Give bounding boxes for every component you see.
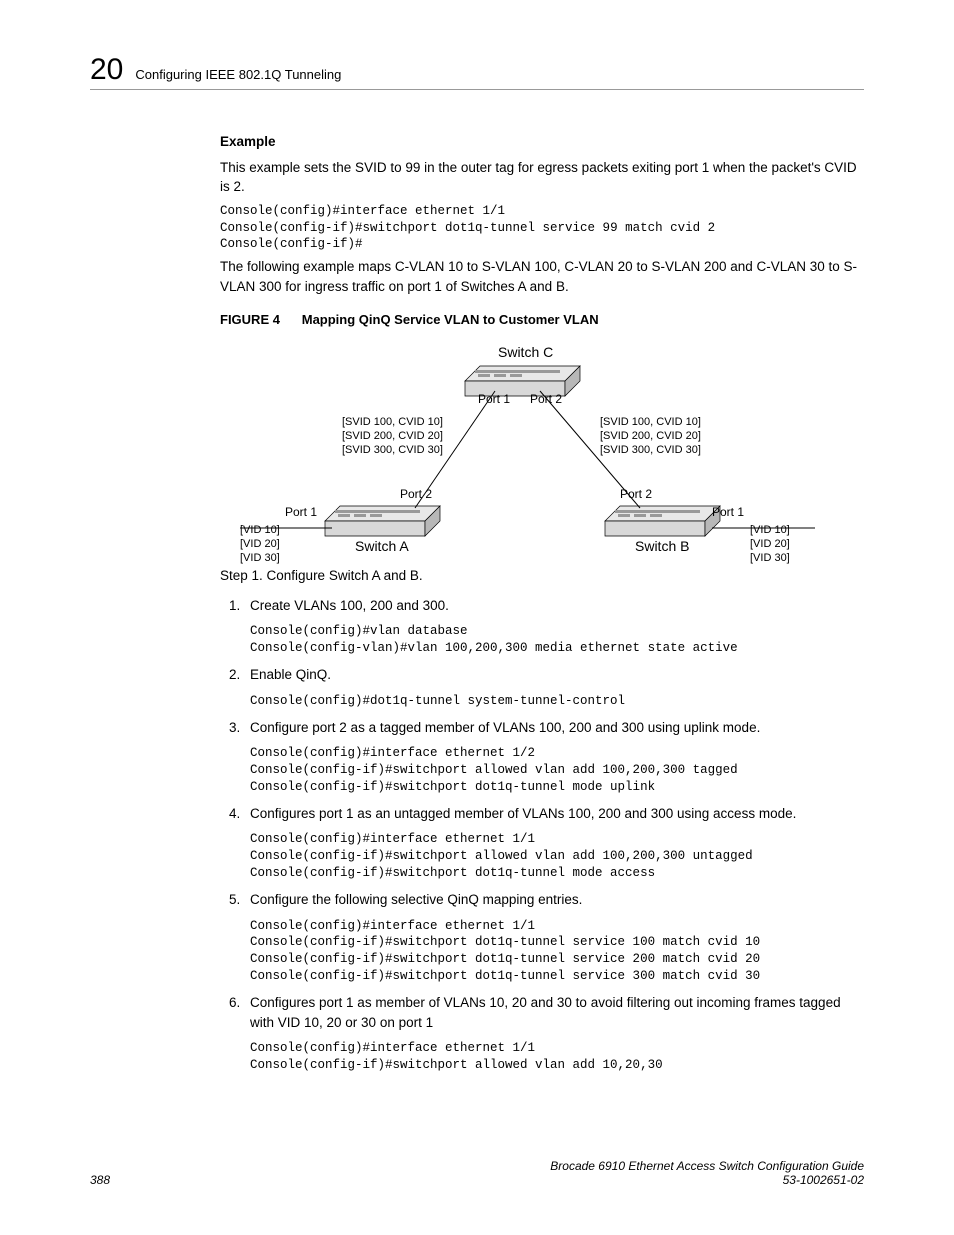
port-c2: Port 2 <box>530 391 562 408</box>
example-p1: This example sets the SVID to 99 in the … <box>220 158 864 197</box>
doc-title: Brocade 6910 Ethernet Access Switch Conf… <box>550 1159 864 1173</box>
figure-label: FIGURE 4 <box>220 312 280 327</box>
switch-c-label: Switch C <box>498 342 553 362</box>
step-2: Enable QinQ. Console(config)#dot1q-tunne… <box>244 665 864 709</box>
step-3-text: Configure port 2 as a tagged member of V… <box>250 720 760 735</box>
switch-a-shape <box>325 506 440 536</box>
svid-right: [SVID 100, CVID 10] [SVID 200, CVID 20] … <box>600 416 701 457</box>
step-3: Configure port 2 as a tagged member of V… <box>244 718 864 796</box>
figure-diagram: Switch C Switch A Switch B Port 1 Port 2… <box>220 336 820 556</box>
figure-title: Mapping QinQ Service VLAN to Customer VL… <box>302 312 599 327</box>
step-2-code: Console(config)#dot1q-tunnel system-tunn… <box>250 693 864 710</box>
page: 20 Configuring IEEE 802.1Q Tunneling Exa… <box>0 0 954 1235</box>
switch-b-shape <box>605 506 720 536</box>
port-a2: Port 2 <box>400 486 432 503</box>
steps-list: Create VLANs 100, 200 and 300. Console(c… <box>220 596 864 1074</box>
vid-right: [VID 10] [VID 20] [VID 30] <box>750 524 790 565</box>
step-6-text: Configures port 1 as member of VLANs 10,… <box>250 995 841 1030</box>
vid-left: [VID 10] [VID 20] [VID 30] <box>240 524 280 565</box>
step-3-code: Console(config)#interface ethernet 1/2 C… <box>250 745 864 796</box>
step-4: Configures port 1 as an untagged member … <box>244 804 864 882</box>
page-number: 388 <box>90 1173 110 1187</box>
svid-left: [SVID 100, CVID 10] [SVID 200, CVID 20] … <box>342 416 443 457</box>
doc-num: 53-1002651-02 <box>550 1173 864 1187</box>
example-heading: Example <box>220 132 864 152</box>
figure-caption: FIGURE 4 Mapping QinQ Service VLAN to Cu… <box>220 310 864 330</box>
doc-id: Brocade 6910 Ethernet Access Switch Conf… <box>550 1159 864 1187</box>
steps-intro: Step 1. Configure Switch A and B. <box>220 566 864 586</box>
port-b2: Port 2 <box>620 486 652 503</box>
step-5-text: Configure the following selective QinQ m… <box>250 892 582 907</box>
example-p2: The following example maps C-VLAN 10 to … <box>220 257 864 296</box>
port-c1: Port 1 <box>478 391 510 408</box>
page-content: Example This example sets the SVID to 99… <box>220 132 864 1074</box>
step-1-text: Create VLANs 100, 200 and 300. <box>250 598 449 613</box>
page-header: 20 Configuring IEEE 802.1Q Tunneling <box>90 55 864 90</box>
step-1: Create VLANs 100, 200 and 300. Console(c… <box>244 596 864 657</box>
port-b1: Port 1 <box>712 504 744 521</box>
switch-b-label: Switch B <box>635 536 689 556</box>
step-4-text: Configures port 1 as an untagged member … <box>250 806 796 821</box>
page-footer: 388 Brocade 6910 Ethernet Access Switch … <box>90 1159 864 1187</box>
chapter-number: 20 <box>90 55 123 85</box>
diagram-svg <box>220 336 820 556</box>
switch-a-label: Switch A <box>355 536 409 556</box>
port-a1: Port 1 <box>285 504 317 521</box>
step-5: Configure the following selective QinQ m… <box>244 890 864 985</box>
step-6-code: Console(config)#interface ethernet 1/1 C… <box>250 1040 864 1074</box>
section-title: Configuring IEEE 802.1Q Tunneling <box>135 67 341 82</box>
step-4-code: Console(config)#interface ethernet 1/1 C… <box>250 831 864 882</box>
step-1-code: Console(config)#vlan database Console(co… <box>250 623 864 657</box>
step-2-text: Enable QinQ. <box>250 667 331 682</box>
step-5-code: Console(config)#interface ethernet 1/1 C… <box>250 918 864 986</box>
example-code: Console(config)#interface ethernet 1/1 C… <box>220 203 864 254</box>
step-6: Configures port 1 as member of VLANs 10,… <box>244 993 864 1074</box>
